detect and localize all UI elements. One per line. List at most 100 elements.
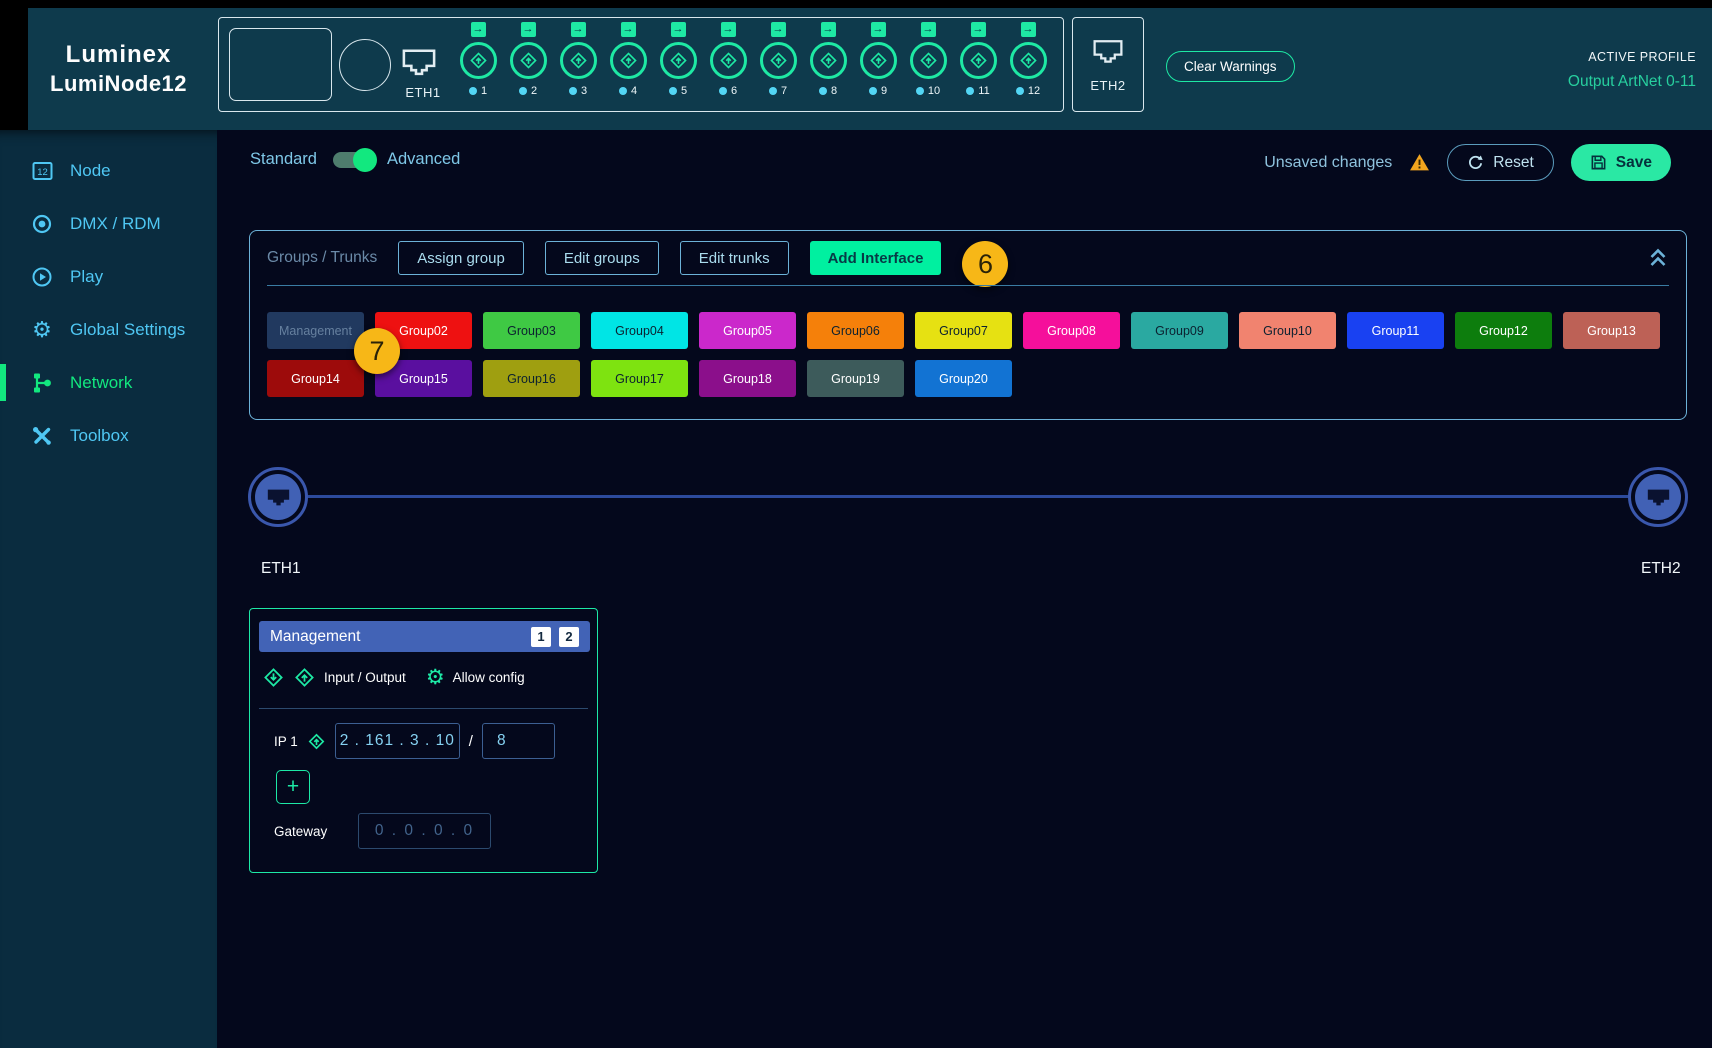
group-chip[interactable]: Group18 — [699, 360, 796, 397]
sidebar-item-dmx-rdm[interactable]: DMX / RDM — [0, 197, 217, 250]
save-button[interactable]: Save — [1570, 144, 1671, 181]
edit-trunks-button[interactable]: Edit trunks — [679, 241, 789, 275]
port-number: 7 — [780, 85, 788, 97]
group-chip[interactable]: Group13 — [1563, 312, 1660, 349]
mode-advanced-label: Advanced — [386, 150, 461, 168]
logo-brand: Luminex — [65, 41, 172, 68]
port-tag-1[interactable]: 1 — [531, 626, 551, 647]
group-chip[interactable]: Group07 — [915, 312, 1012, 349]
ip-label: IP 1 — [274, 733, 298, 749]
group-chip[interactable]: Group16 — [483, 360, 580, 397]
port-number-row: 2 — [518, 85, 537, 97]
arrow-right-icon: → — [920, 22, 936, 37]
io-label: Input / Output — [324, 670, 406, 685]
output-port: → 10 — [903, 22, 953, 97]
port-ring-icon — [859, 42, 897, 79]
port-number: 12 — [1027, 85, 1041, 97]
arrow-right-icon: → — [620, 22, 636, 37]
ip-address-input[interactable]: 2 . 161 . 3 . 10 — [334, 723, 460, 759]
management-interface-card: Management 1 2 Input / Output ⚙ Allow co… — [249, 608, 598, 873]
group-chip[interactable]: Group06 — [807, 312, 904, 349]
port-number: 9 — [880, 85, 888, 97]
group-chip[interactable]: Group05 — [699, 312, 796, 349]
group-chip[interactable]: Group17 — [591, 360, 688, 397]
arrow-right-icon: → — [870, 22, 886, 37]
mode-standard-label: Standard — [250, 150, 317, 168]
sidebar-item-label: Network — [70, 372, 133, 392]
eth2-node-disc — [1635, 474, 1681, 520]
eth2-port: ETH2 — [1072, 17, 1144, 112]
interface-io-row: Input / Output ⚙ Allow config — [262, 666, 525, 689]
step-badge-7: 7 — [354, 328, 400, 374]
group-chip[interactable]: Group12 — [1455, 312, 1552, 349]
active-profile: ACTIVE PROFILE Output ArtNet 0-11 — [1568, 50, 1696, 91]
group-chip[interactable]: Group14 — [267, 360, 364, 397]
port-ring-icon — [759, 42, 797, 79]
diamond-output-icon — [669, 52, 687, 69]
port-number-row: 5 — [668, 85, 688, 97]
eth1-node-disc — [255, 474, 301, 520]
port-number-row: 8 — [818, 85, 837, 97]
mode-toggle[interactable] — [332, 147, 377, 172]
diamond-output-icon — [1019, 52, 1037, 69]
sidebar-item-network[interactable]: Network — [0, 356, 217, 409]
collapse-panel-button[interactable] — [1647, 246, 1669, 270]
sidebar-item-play[interactable]: Play — [0, 250, 217, 303]
network-link-line — [307, 495, 1629, 498]
group-chip[interactable]: Management — [267, 312, 364, 349]
port-status-dot — [768, 87, 777, 95]
prefix-input[interactable]: 8 — [481, 723, 555, 759]
interface-card-header: Management 1 2 — [259, 621, 590, 652]
diamond-input-icon — [264, 668, 283, 687]
arrow-right-icon: → — [770, 22, 786, 37]
port-ring-icon — [959, 42, 997, 79]
group-chip[interactable]: Group20 — [915, 360, 1012, 397]
sidebar-item-node[interactable]: 12 Node — [0, 144, 217, 197]
sidebar-item-label: Global Settings — [70, 319, 186, 339]
port-status-dot — [818, 87, 827, 95]
port-number: 6 — [730, 85, 738, 97]
ethernet-jack-icon — [1093, 39, 1123, 63]
svg-text:12: 12 — [37, 167, 48, 178]
add-ip-button[interactable]: + — [276, 770, 310, 804]
sidebar-item-global-settings[interactable]: ⚙ Global Settings — [0, 303, 217, 356]
group-chip[interactable]: Group08 — [1023, 312, 1120, 349]
ethernet-jack-icon — [402, 49, 436, 76]
edit-groups-button[interactable]: Edit groups — [544, 241, 659, 275]
eth2-node[interactable] — [1628, 467, 1688, 527]
group-chip[interactable]: Group04 — [591, 312, 688, 349]
gateway-input[interactable]: 0 . 0 . 0 . 0 — [358, 813, 491, 849]
sidebar-item-toolbox[interactable]: Toolbox — [0, 409, 217, 462]
output-port: → 11 — [953, 22, 1003, 97]
arrow-right-icon: → — [1020, 22, 1036, 37]
port-ring-icon — [659, 42, 697, 79]
group-chip[interactable]: Group19 — [807, 360, 904, 397]
ports-strip: → 1 → 2 → — [453, 22, 1053, 97]
eth1-node[interactable] — [248, 467, 308, 527]
active-profile-label: ACTIVE PROFILE — [1588, 50, 1696, 64]
port-ring-icon — [909, 42, 947, 79]
warning-icon — [1410, 154, 1430, 171]
clear-warnings-button[interactable]: Clear Warnings — [1166, 51, 1295, 82]
output-port: → 6 — [703, 22, 753, 97]
reset-button[interactable]: Reset — [1447, 144, 1554, 181]
interface-card-title: Management — [270, 627, 361, 645]
assign-group-button[interactable]: Assign group — [398, 241, 524, 275]
ethernet-jack-icon — [1647, 489, 1669, 505]
groups-trunks-panel: Groups / Trunks Assign group Edit groups… — [249, 230, 1687, 420]
port-status-dot — [468, 87, 477, 95]
port-status-dot — [966, 87, 975, 95]
port-tag-2[interactable]: 2 — [559, 626, 579, 647]
group-chip[interactable]: Group10 — [1239, 312, 1336, 349]
group-chip[interactable]: Group11 — [1347, 312, 1444, 349]
diamond-output-icon — [519, 52, 537, 69]
group-chip[interactable]: Group09 — [1131, 312, 1228, 349]
port-number: 4 — [630, 85, 638, 97]
eth2-label: ETH2 — [1090, 77, 1126, 93]
port-number: 11 — [978, 85, 990, 97]
add-interface-button[interactable]: Add Interface — [809, 241, 942, 275]
port-number-row: 10 — [915, 85, 940, 97]
group-chip[interactable]: Group03 — [483, 312, 580, 349]
sidebar-nav: 12 Node DMX / RDM Play ⚙ Global Settings — [0, 130, 217, 1048]
port-number: 5 — [680, 85, 688, 97]
